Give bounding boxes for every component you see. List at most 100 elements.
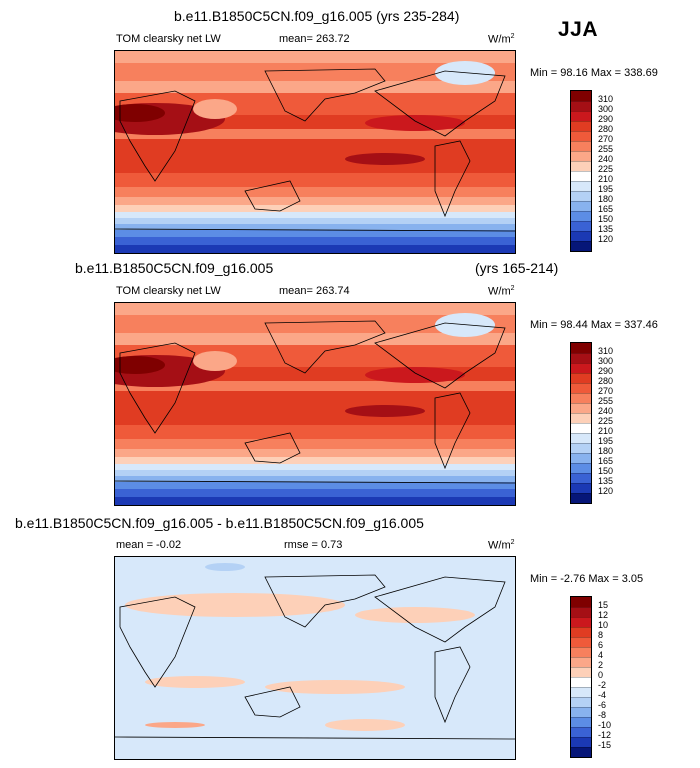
panel-3-map — [114, 556, 516, 760]
panel-3-colorbar — [570, 596, 592, 758]
panel-2-map — [114, 302, 516, 506]
colorbar-level-label: 120 — [598, 234, 614, 244]
colorbar-level-label: 135 — [598, 476, 614, 486]
colorbar-level-label: 255 — [598, 396, 614, 406]
colorbar-level-label: 8 — [598, 630, 604, 640]
colorbar-swatch — [571, 737, 591, 747]
panel-2-title: b.e11.B1850C5CN.f09_g16.005 — [75, 260, 274, 276]
panel-1-mean-label: mean= 263.72 — [279, 33, 350, 45]
colorbar-level-label: 4 — [598, 650, 604, 660]
colorbar-level-label: 165 — [598, 456, 614, 466]
colorbar-level-label: 300 — [598, 356, 614, 366]
colorbar-swatch — [571, 403, 591, 413]
colorbar-swatch — [571, 677, 591, 687]
colorbar-level-label: 180 — [598, 446, 614, 456]
colorbar-swatch — [571, 657, 591, 667]
colorbar-swatch — [571, 493, 591, 503]
panel-2-mean-label: mean= 263.74 — [279, 285, 350, 297]
panel-1-variable-label: TOM clearsky net LW — [116, 33, 221, 45]
colorbar-level-label: -4 — [598, 690, 607, 700]
colorbar-swatch — [571, 201, 591, 211]
colorbar-swatch — [571, 463, 591, 473]
panel-2-minmax: Min = 98.44 Max = 337.46 — [530, 319, 658, 331]
colorbar-swatch — [571, 211, 591, 221]
colorbar-level-label: -15 — [598, 740, 612, 750]
colorbar-swatch — [571, 221, 591, 231]
panel-3-field — [115, 557, 515, 759]
colorbar-swatch — [571, 637, 591, 647]
colorbar-swatch — [571, 727, 591, 737]
colorbar-swatch — [571, 161, 591, 171]
colorbar-level-label: 310 — [598, 94, 614, 104]
colorbar-level-label: 0 — [598, 670, 604, 680]
colorbar-level-label: 280 — [598, 124, 614, 134]
colorbar-level-label: 150 — [598, 466, 614, 476]
colorbar-swatch — [571, 597, 591, 607]
colorbar-swatch — [571, 231, 591, 241]
colorbar-level-label: 225 — [598, 416, 614, 426]
colorbar-swatch — [571, 151, 591, 161]
colorbar-level-label: 195 — [598, 436, 614, 446]
colorbar-swatch — [571, 101, 591, 111]
colorbar-level-label: 255 — [598, 144, 614, 154]
colorbar-level-label: 270 — [598, 386, 614, 396]
panel-3-minmax: Min = -2.76 Max = 3.05 — [530, 573, 644, 585]
panel-1-field — [115, 51, 515, 253]
colorbar-swatch — [571, 393, 591, 403]
colorbar-level-label: 195 — [598, 184, 614, 194]
colorbar-level-label: 225 — [598, 164, 614, 174]
colorbar-swatch — [571, 343, 591, 353]
panel-2-years: (yrs 165-214) — [475, 260, 559, 276]
colorbar-level-label: 210 — [598, 426, 614, 436]
panel-3-units: W/m2 — [488, 539, 515, 552]
colorbar-level-label: 15 — [598, 600, 609, 610]
colorbar-swatch — [571, 121, 591, 131]
colorbar-level-label: 180 — [598, 194, 614, 204]
colorbar-level-label: -10 — [598, 720, 612, 730]
colorbar-level-label: 120 — [598, 486, 614, 496]
panel-3-rmse-label: rmse = 0.73 — [284, 539, 343, 551]
colorbar-swatch — [571, 717, 591, 727]
colorbar-level-label: 310 — [598, 346, 614, 356]
colorbar-swatch — [571, 353, 591, 363]
panel-2-colorbar — [570, 342, 592, 504]
colorbar-level-label: 150 — [598, 214, 614, 224]
colorbar-swatch — [571, 667, 591, 677]
colorbar-swatch — [571, 413, 591, 423]
panel-2-field — [115, 303, 515, 505]
colorbar-level-label: 240 — [598, 406, 614, 416]
colorbar-swatch — [571, 191, 591, 201]
colorbar-level-label: 290 — [598, 366, 614, 376]
colorbar-swatch — [571, 747, 591, 757]
colorbar-swatch — [571, 373, 591, 383]
colorbar-level-label: 10 — [598, 620, 609, 630]
colorbar-level-label: 270 — [598, 134, 614, 144]
colorbar-swatch — [571, 141, 591, 151]
colorbar-swatch — [571, 687, 591, 697]
colorbar-level-label: 210 — [598, 174, 614, 184]
colorbar-swatch — [571, 607, 591, 617]
panel-1-title: b.e11.B1850C5CN.f09_g16.005 (yrs 235-284… — [174, 8, 460, 24]
panel-3-title: b.e11.B1850C5CN.f09_g16.005 - b.e11.B185… — [15, 515, 424, 531]
colorbar-swatch — [571, 181, 591, 191]
colorbar-swatch — [571, 647, 591, 657]
colorbar-swatch — [571, 697, 591, 707]
colorbar-level-label: 2 — [598, 660, 604, 670]
colorbar-swatch — [571, 131, 591, 141]
panel-1-colorbar — [570, 90, 592, 252]
colorbar-swatch — [571, 383, 591, 393]
panel-3-mean-label: mean = -0.02 — [116, 539, 182, 551]
season-label: JJA — [558, 18, 599, 41]
panel-1-units: W/m2 — [488, 33, 515, 46]
colorbar-swatch — [571, 91, 591, 101]
colorbar-swatch — [571, 627, 591, 637]
colorbar-swatch — [571, 171, 591, 181]
colorbar-swatch — [571, 443, 591, 453]
colorbar-swatch — [571, 423, 591, 433]
colorbar-swatch — [571, 617, 591, 627]
colorbar-level-label: 240 — [598, 154, 614, 164]
colorbar-swatch — [571, 453, 591, 463]
colorbar-level-label: 135 — [598, 224, 614, 234]
colorbar-level-label: 6 — [598, 640, 604, 650]
colorbar-swatch — [571, 241, 591, 251]
